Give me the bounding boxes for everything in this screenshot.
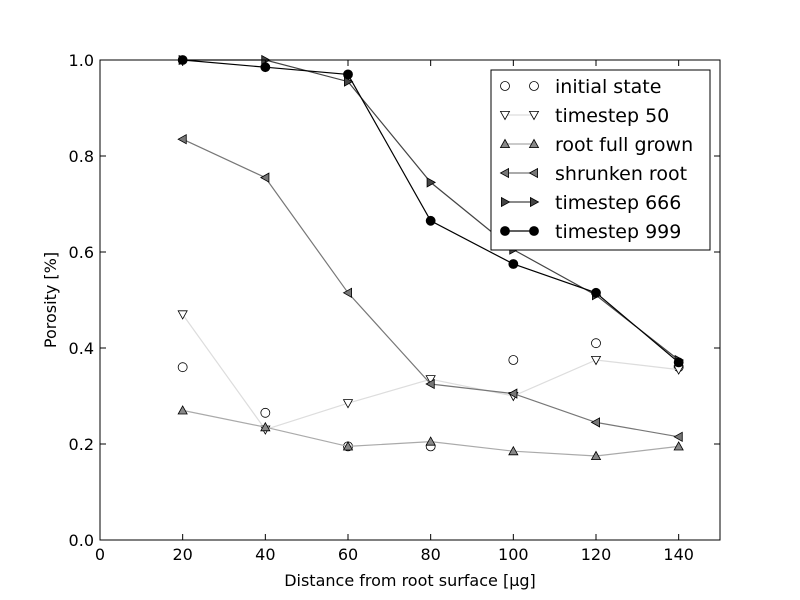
axis-ticks: 0 20 40 60 80 100 120 140 0.0 0.2 0.4 0.6 0.8 1.0 xyxy=(69,51,720,564)
x-tick-label: 40 xyxy=(255,545,275,564)
legend: initial state timestep 50 root full grown s… xyxy=(490,69,711,251)
y-tick-label: 1.0 xyxy=(69,51,94,70)
legend-marker xyxy=(528,167,538,179)
series-shrunken-root xyxy=(177,134,683,442)
x-tick-label: 120 xyxy=(581,545,612,564)
data-point xyxy=(177,362,188,373)
legend-label: timestep 666 xyxy=(555,192,681,214)
series-initial-state xyxy=(177,338,684,452)
data-point xyxy=(508,445,519,456)
series-layer xyxy=(177,54,684,461)
data-point xyxy=(343,76,354,87)
data-point xyxy=(426,177,436,188)
data-point xyxy=(508,355,519,365)
y-tick-label: 0.8 xyxy=(69,147,94,166)
legend-label: shrunken root xyxy=(555,163,687,185)
y-tick-label: 0.2 xyxy=(69,435,94,454)
data-point xyxy=(591,338,601,349)
legend-marker xyxy=(500,81,510,91)
x-axis-label: Distance from root surface [μg] xyxy=(284,571,536,590)
x-tick-label: 80 xyxy=(420,545,440,564)
y-tick-label: 0.6 xyxy=(69,243,94,262)
y-tick-label: 0.0 xyxy=(69,531,94,550)
legend-entry: timestep 666 xyxy=(500,192,681,214)
data-point xyxy=(425,436,436,446)
data-point xyxy=(425,215,436,226)
data-point xyxy=(508,388,518,399)
x-tick-label: 140 xyxy=(663,545,694,564)
legend-label: initial state xyxy=(555,76,661,98)
x-tick-label: 60 xyxy=(338,545,358,564)
data-point xyxy=(260,407,271,418)
x-tick-label: 20 xyxy=(172,545,192,564)
legend-label: timestep 50 xyxy=(555,105,669,127)
legend-label: timestep 999 xyxy=(555,221,681,243)
legend-marker xyxy=(529,81,539,91)
legend-marker xyxy=(528,138,540,149)
data-point xyxy=(177,310,188,320)
data-point xyxy=(508,259,519,269)
legend-marker xyxy=(528,111,540,121)
legend-marker xyxy=(499,167,510,179)
data-point xyxy=(260,421,271,432)
series-root-full-grown xyxy=(177,405,684,461)
legend-entry: timestep 999 xyxy=(500,221,681,243)
x-tick-label: 0 xyxy=(95,545,105,564)
data-point xyxy=(260,172,270,183)
data-point xyxy=(342,399,354,409)
series-timestep-50 xyxy=(177,310,684,435)
legend-box xyxy=(490,69,711,251)
series-timestep-999 xyxy=(177,55,684,368)
data-point xyxy=(177,405,188,415)
legend-marker xyxy=(499,138,511,149)
legend-marker xyxy=(530,196,540,208)
data-point xyxy=(590,355,602,366)
data-point xyxy=(425,375,436,385)
data-point xyxy=(342,287,353,298)
legend-marker xyxy=(500,226,510,236)
data-point xyxy=(343,69,353,80)
data-point xyxy=(177,134,187,145)
legend-marker xyxy=(499,111,511,121)
data-point xyxy=(591,287,601,298)
x-tick-label: 100 xyxy=(498,545,529,564)
legend-marker xyxy=(529,226,539,236)
legend-label: root full grown xyxy=(555,134,693,156)
data-point xyxy=(590,417,600,428)
legend-entry: initial state xyxy=(500,76,661,98)
data-point xyxy=(425,378,435,390)
y-axis-label: Porosity [%] xyxy=(41,252,60,348)
data-point xyxy=(673,441,684,451)
data-point xyxy=(342,441,354,451)
data-point xyxy=(590,450,602,461)
legend-entry: timestep 50 xyxy=(499,105,669,127)
legend-entry: shrunken root xyxy=(499,163,687,185)
legend-entry: root full grown xyxy=(499,134,693,156)
plot-frame xyxy=(99,59,721,541)
data-point xyxy=(673,431,683,442)
series-line xyxy=(182,314,679,431)
data-point xyxy=(673,357,684,368)
y-tick-label: 0.4 xyxy=(69,339,94,358)
legend-marker xyxy=(500,196,511,208)
